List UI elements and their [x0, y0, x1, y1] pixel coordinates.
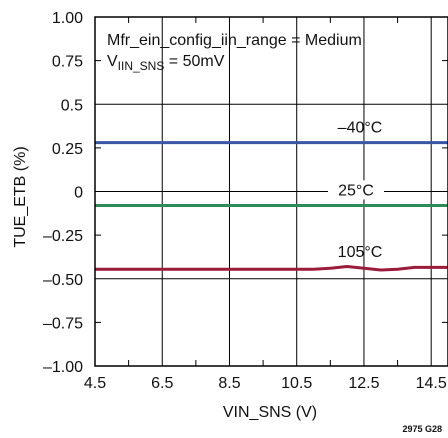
y-tick-label: –0.75 [43, 315, 83, 332]
y-tick-label: –0.25 [43, 228, 83, 245]
x-tick-label: 10.5 [281, 375, 312, 392]
series-label: –40°C [338, 120, 383, 137]
plot-frame [94, 16, 448, 367]
series-lines [95, 141, 448, 272]
series-label: 25°C [338, 182, 374, 199]
series-labels: –40°C 25°C 105°C [328, 120, 384, 261]
y-axis-title: TUE_ETB (%) [12, 146, 29, 247]
x-tick-label: 6.5 [151, 375, 173, 392]
series-label-bg [328, 180, 384, 200]
y-tick-label: 0 [74, 185, 83, 202]
y-tick-labels: 1.00 0.75 0.5 0.25 0 –0.25 –0.50 –0.75 –1.00 [43, 10, 83, 376]
x-tick-labels: 4.5 6.5 8.5 10.5 12.5 14.5 [84, 375, 447, 392]
series-label: 105°C [338, 244, 383, 261]
x-tick-label: 12.5 [348, 375, 379, 392]
x-tick-label: 14.5 [416, 375, 447, 392]
y-tick-label: –1.00 [43, 359, 83, 376]
y-tick-label: –0.50 [43, 272, 83, 289]
x-tick-label: 4.5 [84, 375, 106, 392]
y-tick-label: 0.75 [52, 54, 83, 71]
tick-marks [95, 17, 448, 366]
figure-id: 2975 G28 [402, 424, 442, 434]
annotation-subscript: IIN_SNS [118, 59, 165, 73]
annotation-v: V [107, 53, 118, 70]
grid [95, 17, 448, 366]
y-tick-label: 0.25 [52, 141, 83, 158]
annotation-line-1: Mfr_ein_config_iin_range = Medium [107, 32, 362, 49]
y-tick-label: 0.5 [61, 97, 83, 114]
y-tick-label: 1.00 [52, 10, 83, 27]
series-line [95, 264, 448, 272]
x-axis-title: VIN_SNS (V) [223, 404, 317, 421]
annotation-line-2: VIIN_SNS = 50mV [107, 53, 225, 73]
annotation-value: = 50mV [164, 53, 224, 70]
x-tick-label: 8.5 [218, 375, 240, 392]
